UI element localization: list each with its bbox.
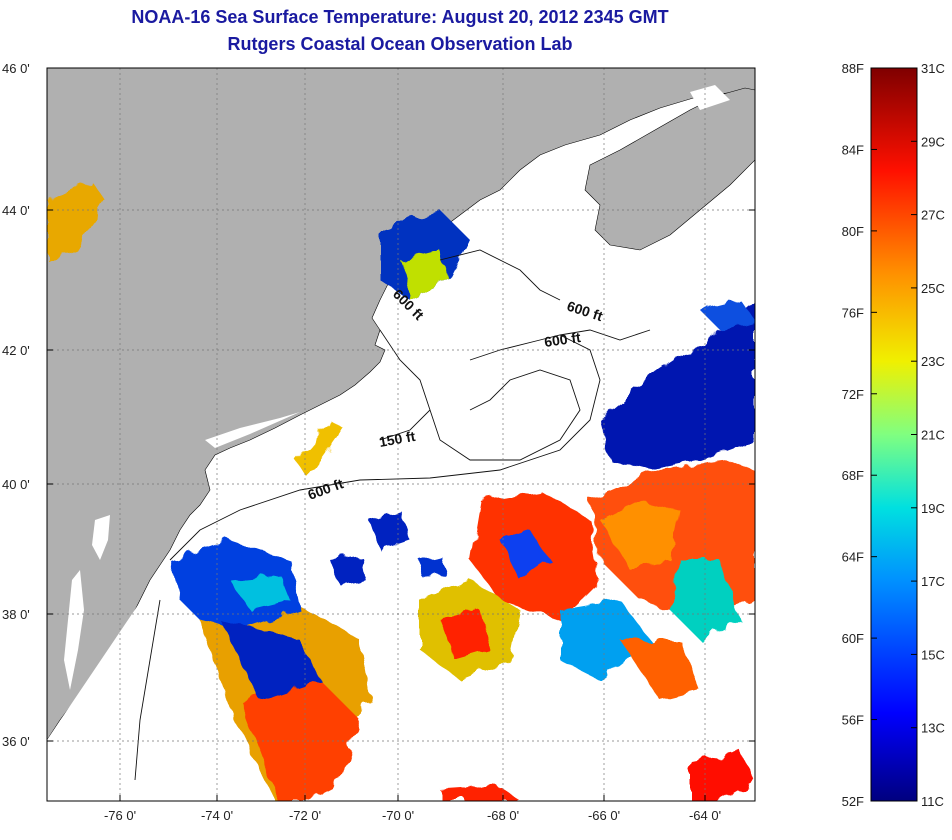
colorbar-f-label: 56F bbox=[842, 713, 864, 728]
latitude-labels: 46 0' 44 0' 42 0' 40 0' 38 0' 36 0' bbox=[2, 61, 30, 749]
map-subtitle: Rutgers Coastal Ocean Observation Lab bbox=[227, 34, 573, 54]
lon-label: -76 0' bbox=[104, 808, 136, 823]
colorbar-f-label: 64F bbox=[842, 550, 864, 565]
bathymetry-contours bbox=[134, 249, 651, 781]
colorbar-f-label: 76F bbox=[842, 305, 864, 320]
colorbar-c-label: 27C bbox=[921, 208, 945, 223]
nodata-wedge bbox=[47, 565, 280, 801]
lat-label: 38 0' bbox=[2, 607, 30, 622]
lat-label: 40 0' bbox=[2, 477, 30, 492]
colorbar-c-label: 29C bbox=[921, 134, 945, 149]
celsius-ticks: 31C 29C 27C 25C 23C 21C 19C 17C 15C 13C 11C bbox=[911, 61, 945, 809]
long-island-sound bbox=[205, 412, 300, 448]
colorbar-c-label: 25C bbox=[921, 281, 945, 296]
lon-label: -68 0' bbox=[487, 808, 519, 823]
bay-of-fundy bbox=[690, 85, 730, 110]
colorbar-c-label: 17C bbox=[921, 574, 945, 589]
fahrenheit-ticks: 88F 84F 80F 76F 72F 68F 64F 60F 56F 52F bbox=[842, 61, 877, 809]
colorbar-f-label: 80F bbox=[842, 224, 864, 239]
lat-label: 44 0' bbox=[2, 203, 30, 218]
map-frame bbox=[46, 67, 756, 802]
colorbar-f-label: 88F bbox=[842, 61, 864, 76]
chesapeake-bay bbox=[64, 570, 84, 690]
colorbar-c-label: 19C bbox=[921, 501, 945, 516]
colorbar-f-label: 84F bbox=[842, 142, 864, 157]
lon-label: -72 0' bbox=[289, 808, 321, 823]
graticule bbox=[47, 68, 755, 801]
colorbar-c-label: 15C bbox=[921, 647, 945, 662]
colorbar-c-label: 21C bbox=[921, 428, 945, 443]
colorbar-c-label: 13C bbox=[921, 721, 945, 736]
colorbar-f-label: 60F bbox=[842, 631, 864, 646]
contour-label: 150 ft bbox=[378, 428, 417, 450]
colorbar-f-label: 72F bbox=[842, 387, 864, 402]
colorbar-c-label: 31C bbox=[921, 61, 945, 76]
lon-label: -66 0' bbox=[588, 808, 620, 823]
map-area: 600 ft 600 ft 600 ft 150 ft 600 ft bbox=[47, 68, 755, 801]
colorbar-f-label: 52F bbox=[842, 794, 864, 809]
colorbar: 88F 84F 80F 76F 72F 68F 64F 60F 56F 52F 31C 29C 27C… bbox=[842, 61, 945, 809]
colorbar-c-label: 23C bbox=[921, 354, 945, 369]
lat-label: 36 0' bbox=[2, 734, 30, 749]
lon-label: -70 0' bbox=[382, 808, 414, 823]
lat-label: 42 0' bbox=[2, 343, 30, 358]
colorbar-gradient bbox=[870, 67, 918, 802]
delaware-bay bbox=[92, 515, 110, 560]
sst-patches bbox=[47, 180, 755, 801]
colorbar-c-label: 11C bbox=[921, 794, 944, 809]
colorbar-f-label: 68F bbox=[842, 468, 864, 483]
longitude-labels: -76 0' -74 0' -72 0' -70 0' -68 0' -66 0… bbox=[104, 808, 721, 823]
land-mainland bbox=[47, 68, 755, 741]
lon-label: -74 0' bbox=[201, 808, 233, 823]
axis-ticks bbox=[47, 209, 755, 801]
lon-label: -64 0' bbox=[689, 808, 721, 823]
contour-label: 600 ft bbox=[543, 329, 582, 350]
land-nova-scotia bbox=[584, 87, 755, 251]
lat-label: 46 0' bbox=[2, 61, 30, 76]
map-title: NOAA-16 Sea Surface Temperature: August … bbox=[131, 7, 669, 27]
